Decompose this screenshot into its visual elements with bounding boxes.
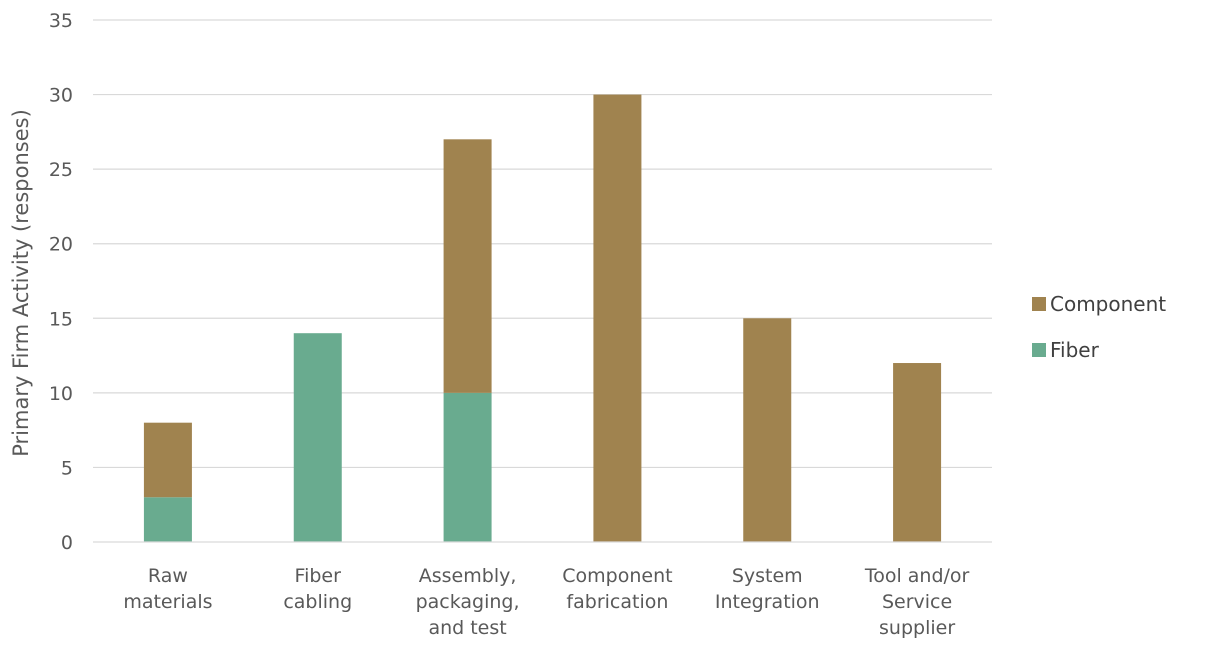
y-tick-label: 25 [49,159,73,181]
x-tick-label: Tool and/or Service supplier [864,565,970,639]
bar-component [143,422,192,498]
x-tick-label: Fiber cabling [283,565,352,613]
bar-component [443,139,492,393]
bar-fiber [293,333,342,542]
legend-swatch-fiber [1032,343,1046,357]
x-tick-label: Assembly, packaging, and test [416,565,520,639]
bar-component [593,94,642,543]
x-axis-ticks: Raw materials Fiber cabling Assembly, packagi… [123,565,969,639]
x-tick-label: System Integration [715,565,820,613]
y-tick-label: 20 [49,234,73,256]
legend-swatch-component [1032,297,1046,311]
x-tick-label: Raw materials [123,565,212,613]
y-tick-label: 0 [61,532,73,554]
bar-component [893,363,942,542]
gridlines [93,19,992,469]
legend-label-component: Component [1050,292,1166,316]
legend: Component Fiber [1032,292,1166,362]
x-tick-label: Component fabrication [562,565,672,613]
bar-fiber [143,497,192,542]
y-tick-label: 10 [49,383,73,405]
bar-component [743,318,792,542]
bar-fiber [443,392,492,542]
y-tick-label: 5 [61,457,73,479]
y-axis-title: Primary Firm Activity (responses) [9,109,33,457]
y-tick-label: 15 [49,308,73,330]
legend-label-fiber: Fiber [1050,338,1100,362]
bars [143,94,942,543]
y-axis-ticks: 0 5 10 15 20 25 30 35 [49,10,73,554]
y-tick-label: 30 [49,85,73,107]
y-tick-label: 35 [49,10,73,32]
